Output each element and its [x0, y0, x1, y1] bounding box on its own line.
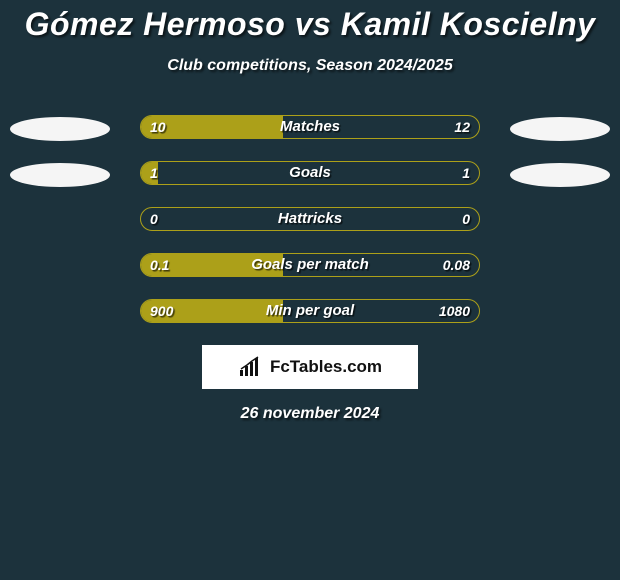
- stat-row: 11Goals: [0, 161, 620, 185]
- stat-label: Goals per match: [140, 253, 480, 277]
- page-subtitle: Club competitions, Season 2024/2025: [0, 57, 620, 75]
- stat-label: Goals: [140, 161, 480, 185]
- brand-text: FcTables.com: [270, 357, 382, 377]
- stat-label: Matches: [140, 115, 480, 139]
- stat-row: 1012Matches: [0, 115, 620, 139]
- stat-label: Hattricks: [140, 207, 480, 231]
- team-logo-left: [10, 163, 110, 187]
- team-logo-right: [510, 163, 610, 187]
- stats-rows: 1012Matches 11Goals 00Hattricks 0.10.08Goal…: [0, 115, 620, 323]
- team-logo-left: [10, 117, 110, 141]
- page-title: Gómez Hermoso vs Kamil Koscielny: [0, 0, 620, 43]
- stat-row: 9001080Min per goal: [0, 299, 620, 323]
- date-text: 26 november 2024: [0, 405, 620, 423]
- stat-row: 0.10.08Goals per match: [0, 253, 620, 277]
- stat-row: 00Hattricks: [0, 207, 620, 231]
- brand-box: FcTables.com: [202, 345, 418, 389]
- stat-label: Min per goal: [140, 299, 480, 323]
- team-logo-right: [510, 117, 610, 141]
- chart-bars-icon: [238, 356, 264, 378]
